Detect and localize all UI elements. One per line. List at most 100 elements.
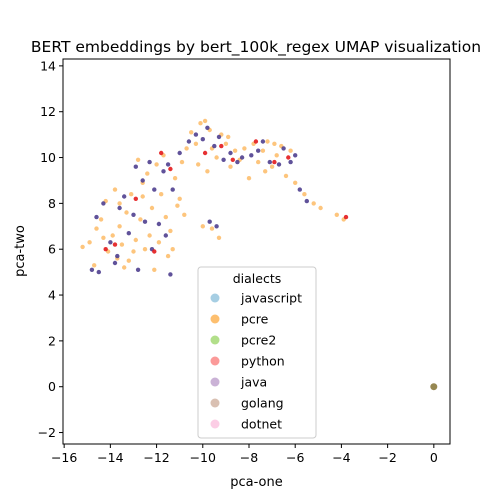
y-tick-label: 8	[48, 196, 56, 211]
point-java-14	[152, 187, 157, 192]
x-axis-label: pca-one	[230, 475, 283, 490]
point-java-12	[142, 219, 148, 224]
point-pcre-54	[274, 153, 279, 158]
point-python-4	[202, 150, 208, 156]
point-pcre-23	[149, 205, 155, 211]
point-java-15	[156, 221, 162, 227]
legend-label-pcre2: pcre2	[241, 333, 276, 348]
point-pcre-2	[92, 263, 97, 268]
point-java-3	[108, 240, 113, 245]
x-tick-label: −2	[378, 450, 396, 465]
y-axis-label: pca-two	[13, 225, 28, 277]
point-java-38	[297, 187, 302, 192]
point-java-35	[281, 146, 286, 151]
x-tick-label: −6	[286, 450, 304, 465]
point-pcre-32	[177, 196, 182, 201]
point-java-11	[140, 178, 145, 183]
point-pcre-53	[269, 164, 275, 169]
point-pcre-29	[165, 253, 171, 259]
point-pcre-1	[87, 240, 92, 245]
point-pcre-11	[119, 242, 125, 247]
point-pcre-71	[182, 212, 187, 217]
point-pcre-74	[117, 201, 122, 206]
legend-marker-python	[210, 356, 220, 366]
y-tick-label: 6	[48, 242, 56, 257]
point-pcre-10	[117, 224, 122, 229]
point-pcre-3	[94, 226, 99, 231]
x-tick-label: 0	[430, 450, 438, 465]
point-java-2	[101, 201, 106, 206]
point-python-7	[253, 139, 259, 144]
point-pcre-68	[126, 258, 131, 263]
legend-label-python: python	[241, 354, 285, 369]
point-java-45	[177, 150, 182, 156]
point-java-13	[147, 159, 152, 165]
point-pcre-77	[226, 134, 231, 140]
point-java-10	[135, 267, 141, 272]
point-pcre-12	[122, 265, 127, 270]
point-pcre-57	[288, 148, 293, 153]
point-python-12	[103, 247, 108, 252]
point-java-28	[235, 159, 240, 165]
legend-marker-javascript	[210, 293, 220, 303]
point-java-32	[260, 139, 266, 144]
y-tick-label: 0	[48, 379, 56, 394]
point-pcre-41	[214, 155, 219, 160]
point-pcre-28	[163, 214, 168, 220]
point-pcre-69	[152, 267, 157, 272]
point-pcre-35	[189, 130, 194, 135]
y-tick-label: 2	[48, 333, 56, 348]
point-pcre-79	[272, 141, 277, 146]
point-java-25	[216, 134, 222, 140]
point-pcre-56	[283, 173, 289, 179]
point-java-5	[117, 205, 122, 211]
points-layer	[80, 118, 438, 391]
legend: dialects javascript pcre pcre2 python java go…	[197, 266, 317, 439]
point-pcre-34	[184, 146, 189, 151]
point-java-37	[293, 153, 298, 158]
legend-box	[197, 266, 317, 439]
point-pcre-73	[140, 194, 145, 199]
point-pcre-37	[198, 121, 203, 126]
point-java-1	[94, 214, 99, 220]
point-java-17	[165, 162, 171, 167]
point-pcre-65	[209, 226, 215, 231]
point-pcre-4	[98, 217, 104, 222]
point-java-46	[186, 139, 192, 144]
legend-entries: javascript pcre pcre2 python java golang dotne…	[210, 291, 302, 432]
point-pcre-14	[129, 192, 134, 197]
point-pcre-44	[228, 164, 233, 169]
point-python-10	[343, 214, 349, 220]
point-java-20	[168, 272, 173, 277]
point-python-9	[286, 155, 291, 160]
point-pcre-30	[168, 228, 173, 234]
point-pcre-78	[263, 169, 268, 174]
point-java-42	[115, 253, 120, 259]
point-pcre-26	[159, 192, 164, 197]
point-pcre-0	[80, 244, 85, 250]
point-pcre-70	[170, 247, 175, 252]
ticks-layer: −16 −14 −12 −10 −8 −6 −4 −2 0 −2 0 2 4 6 8 10 12 14	[38, 58, 438, 465]
point-java-44	[96, 269, 102, 275]
point-java-39	[304, 198, 309, 204]
point-pcre-24	[154, 162, 159, 167]
point-pcre-13	[124, 210, 129, 215]
x-tick-label: −14	[97, 450, 123, 465]
point-pcre-62	[334, 212, 339, 217]
y-tick-label: 10	[40, 150, 56, 165]
point-pcre-43	[223, 141, 229, 146]
legend-label-java: java	[240, 375, 267, 390]
point-pcre-15	[131, 249, 136, 254]
point-java-31	[256, 148, 261, 153]
legend-title: dialects	[233, 271, 282, 286]
legend-marker-dotnet	[210, 419, 220, 429]
point-java-21	[193, 132, 199, 137]
point-pcre-25	[156, 240, 162, 245]
point-pcre-45	[232, 148, 238, 153]
y-tick-label: 12	[40, 104, 56, 119]
point-java-41	[214, 224, 219, 229]
point-java-40	[207, 219, 212, 224]
chart-title: BERT embeddings by bert_100k_regex UMAP …	[31, 38, 481, 57]
legend-marker-golang	[210, 398, 220, 408]
